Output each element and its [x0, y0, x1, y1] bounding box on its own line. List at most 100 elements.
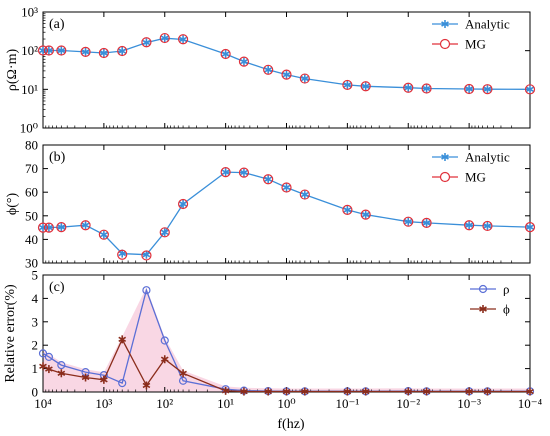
- mg-point-2: [56, 222, 67, 233]
- phi-error-point-16: [404, 387, 413, 396]
- rho-error-point-6: [142, 286, 151, 295]
- analytic-point-4: [100, 230, 108, 239]
- y-tick-label: 4: [32, 291, 39, 306]
- legend-label: MG: [465, 37, 486, 52]
- analytic-point-3: [81, 47, 90, 56]
- legend-label: Analytic: [465, 17, 510, 32]
- analytic-point-13: [300, 190, 309, 199]
- x-tick-label: 10⁻⁴: [518, 396, 543, 411]
- y-tick-label: 1: [32, 361, 39, 376]
- x-tick-label: 10⁻¹: [335, 396, 359, 411]
- panel-label: (b): [49, 150, 66, 165]
- rho-error-point-7: [160, 336, 169, 345]
- phi-error-point-13: [300, 387, 309, 396]
- analytic-point-19: [483, 85, 492, 94]
- analytic-point-11: [264, 175, 273, 184]
- panel-label: (a): [49, 17, 65, 32]
- mg-point-16: [403, 82, 414, 93]
- mg-point-18: [464, 220, 475, 231]
- mg-point-5: [117, 249, 128, 260]
- analytic-point-12: [282, 183, 291, 192]
- legend-item: ϕ: [470, 302, 510, 317]
- mg-point-3: [80, 46, 91, 57]
- mg-point-0: [37, 45, 49, 56]
- mg-point-5: [117, 45, 128, 57]
- mg-point-18: [464, 83, 475, 95]
- analytic-point-13: [300, 74, 309, 83]
- mg-point-13: [299, 73, 310, 84]
- phi-error-point-20: [526, 387, 534, 396]
- legend-label: MG: [465, 170, 486, 185]
- analytic-point-6: [142, 38, 151, 47]
- mg-point-13: [299, 189, 310, 200]
- x-tick-label: 10⁴: [34, 396, 52, 411]
- legend-marker-1: [479, 305, 487, 313]
- analytic-point-10: [240, 57, 248, 66]
- rho-error-point-5: [118, 379, 127, 388]
- mg-point-20: [524, 222, 536, 233]
- x-tick-label: 10⁻²: [396, 396, 420, 411]
- analytic-point-15: [361, 210, 370, 219]
- y-tick-label: 80: [25, 138, 38, 153]
- y-tick-label: 50: [25, 208, 38, 223]
- analytic-point-3: [81, 221, 90, 230]
- x-tick-label: 10³: [95, 396, 112, 411]
- phi-error-point-10: [240, 387, 248, 396]
- error-band: [43, 287, 530, 392]
- analytic-point-2: [57, 223, 66, 232]
- legend-item: Analytic: [432, 17, 510, 32]
- mg-point-10: [238, 56, 250, 67]
- x-tick-label: 10⁻³: [457, 396, 481, 411]
- mg-point-6: [141, 250, 152, 261]
- y-tick-label: 10⁰: [20, 121, 38, 136]
- phi-error-point-7: [160, 355, 169, 364]
- mg-point-16: [403, 216, 414, 227]
- mg-point-12: [281, 182, 292, 193]
- mg-point-17: [421, 217, 432, 228]
- phi-error-point-11: [264, 387, 273, 396]
- y-axis-label: Relative error(%): [3, 284, 18, 383]
- mg-point-14: [342, 79, 353, 91]
- phi-error-point-15: [361, 387, 370, 396]
- mg-point-9: [220, 167, 231, 178]
- analytic-point-20: [526, 223, 534, 232]
- mg-point-1: [43, 45, 54, 56]
- analytic-point-9: [221, 168, 230, 177]
- mg-point-8: [177, 34, 189, 45]
- legend-item: MG: [432, 37, 486, 52]
- mg-point-12: [281, 69, 292, 80]
- analytic-point-18: [465, 221, 473, 230]
- x-tick-label: 10¹: [217, 396, 234, 411]
- y-tick-label: 2: [32, 338, 39, 353]
- analytic-point-16: [404, 83, 413, 92]
- phi-error-point-1: [45, 365, 53, 374]
- phi-error-point-4: [100, 375, 108, 384]
- phi-error-point-6: [142, 381, 151, 390]
- analytic-point-1: [45, 46, 53, 55]
- analytic-point-15: [361, 82, 370, 91]
- phi-error-point-9: [221, 386, 230, 395]
- mg-point-11: [263, 174, 274, 185]
- phi-error-point-12: [282, 387, 291, 396]
- legend-item: Analytic: [432, 150, 510, 165]
- mg-point-4: [98, 229, 109, 240]
- analytic-point-7: [160, 34, 169, 43]
- mg-point-17: [421, 83, 432, 94]
- mg-point-8: [177, 198, 189, 210]
- mg-point-1: [43, 222, 54, 233]
- mg-point-15: [360, 81, 371, 92]
- analytic-point-2: [57, 46, 66, 55]
- mg-point-7: [159, 227, 170, 238]
- phi-error-point-17: [422, 387, 431, 396]
- y-tick-label: 60: [25, 185, 38, 200]
- analytic-point-17: [422, 218, 431, 227]
- panel-c-relative-error: 10⁴ 10³ 10² 10¹ 10⁰ 10⁻¹ 10⁻² 10⁻³ 10⁻⁴ 0 1 2 3 4 5 Rel…: [3, 268, 543, 412]
- legend-label: ρ: [503, 282, 510, 297]
- x-tick-label: 10⁰: [277, 396, 295, 411]
- panel-a-rho: 10⁰ 10¹ 10² 10³ ρ(Ω·m) (a) Analytic MG: [5, 5, 536, 136]
- analytic-point-7: [160, 228, 169, 237]
- analytic-point-5: [118, 249, 127, 258]
- rho-error-point-0: [38, 349, 48, 358]
- y-tick-label: 10²: [21, 43, 38, 58]
